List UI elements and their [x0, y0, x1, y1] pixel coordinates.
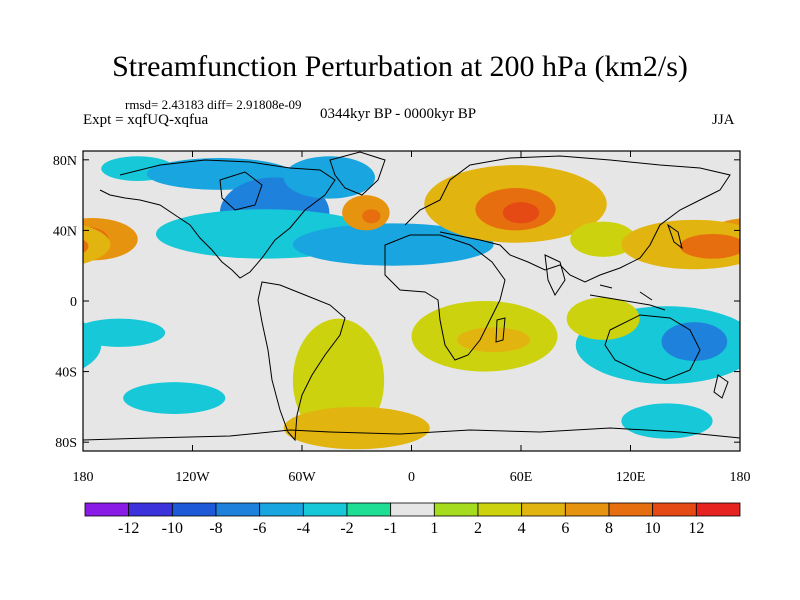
colorbar-label: -12 [118, 520, 139, 537]
colorbar-label: 8 [605, 520, 613, 537]
coast-australia [604, 314, 701, 381]
colorbar-labels: -12 -10 -8 -6 -4 -2 -1 1 2 4 6 8 10 12 [118, 520, 704, 537]
anomaly-region-16 [679, 233, 740, 259]
colorbar-swatch-13 [652, 502, 697, 517]
coast-south-america [257, 281, 346, 442]
coast-north-america [99, 159, 336, 279]
anomaly-region-19 [83, 318, 166, 347]
anomaly-region-19-wrap [730, 324, 740, 342]
anomaly-region-8 [362, 209, 381, 224]
coast-eurasia [404, 155, 731, 283]
anomaly-region-18 [661, 322, 728, 361]
axis-ticks [82, 151, 741, 451]
coast-hudson-bay [219, 171, 263, 211]
anomaly-region-14 [570, 221, 636, 257]
anomaly-region-25 [621, 403, 713, 439]
colorbar-swatch-4 [259, 502, 304, 517]
coast-indonesia [589, 284, 666, 311]
coast-japan [667, 223, 683, 250]
colorbar-label: -8 [209, 520, 222, 537]
lat-label: 0 [70, 295, 77, 310]
colorbar-label: -6 [253, 520, 266, 537]
lon-label: 120E [616, 470, 646, 485]
plot-title: Streamfunction Perturbation at 200 hPa (… [112, 50, 688, 83]
coast-new-zealand [713, 374, 729, 399]
lon-label: 60E [510, 470, 533, 485]
colorbar-swatch-1 [128, 502, 173, 517]
colorbar-swatch-6 [346, 502, 392, 517]
colorbar-label: -4 [297, 520, 310, 537]
anomaly-region-6 [292, 223, 494, 266]
coast-greenland [329, 151, 386, 196]
colorbar-swatch-11 [564, 502, 610, 517]
colorbar-label: 2 [474, 520, 482, 537]
anomaly-region-16-wrap [83, 239, 89, 254]
lon-label: 120W [175, 470, 210, 485]
coastline-layer [83, 151, 740, 442]
colorbar-label: -1 [384, 520, 397, 537]
coast-india [544, 254, 566, 297]
colorbar-swatch-0 [84, 502, 130, 517]
colorbar-label: 4 [518, 520, 526, 537]
contour-fill-layer [83, 156, 740, 450]
anomaly-region-3 [283, 156, 375, 199]
coast-antarctica [83, 427, 740, 441]
anomaly-region-11 [502, 202, 540, 224]
anomaly-region-24 [123, 382, 226, 414]
colorbar-label: 6 [561, 520, 569, 537]
anomaly-region-15-wrap [83, 225, 111, 264]
season-label: JJA [712, 112, 735, 128]
lon-label: 0 [408, 470, 415, 485]
lon-label: 180 [73, 470, 94, 485]
lat-label: 80N [53, 154, 77, 169]
colorbar-swatch-9 [477, 502, 523, 517]
experiment-label: Expt = xqfUQ-xqfua [83, 112, 209, 128]
lat-label: 40N [53, 224, 77, 239]
colorbar-label: 1 [430, 520, 438, 537]
colorbar-label: -2 [340, 520, 353, 537]
period-label: 0344kyr BP - 0000kyr BP [320, 106, 477, 122]
colorbar-swatch-5 [302, 502, 348, 517]
colorbar-label: 12 [688, 520, 704, 537]
colorbar-swatch-8 [433, 502, 479, 517]
colorbar-swatch-7 [390, 502, 435, 517]
colorbar-swatch-12 [608, 502, 654, 517]
colorbar-label: -10 [162, 520, 183, 537]
lat-label: 80S [55, 436, 77, 451]
longitude-tick-labels: 180 120W 60W 0 60E 120E 180 [73, 470, 751, 485]
anomaly-region-23 [283, 406, 430, 450]
colorbar [84, 502, 741, 517]
coast-madagascar [495, 317, 506, 343]
lon-label: 60W [288, 470, 316, 485]
rmsd-diff-stats: rmsd= 2.43183 diff= 2.91808e-09 [125, 97, 302, 112]
lat-label: 40S [55, 366, 77, 381]
anomaly-region-22 [457, 327, 531, 353]
colorbar-swatch-14 [695, 502, 741, 517]
colorbar-swatch-3 [215, 502, 261, 517]
colorbar-swatch-2 [171, 502, 217, 517]
latitude-tick-labels: 80N 40N 0 40S 80S [53, 154, 77, 451]
coast-africa [384, 234, 506, 361]
anomaly-region-26 [566, 297, 640, 340]
colorbar-label: 10 [645, 520, 661, 537]
colorbar-swatch-10 [521, 502, 566, 517]
lon-label: 180 [730, 470, 751, 485]
